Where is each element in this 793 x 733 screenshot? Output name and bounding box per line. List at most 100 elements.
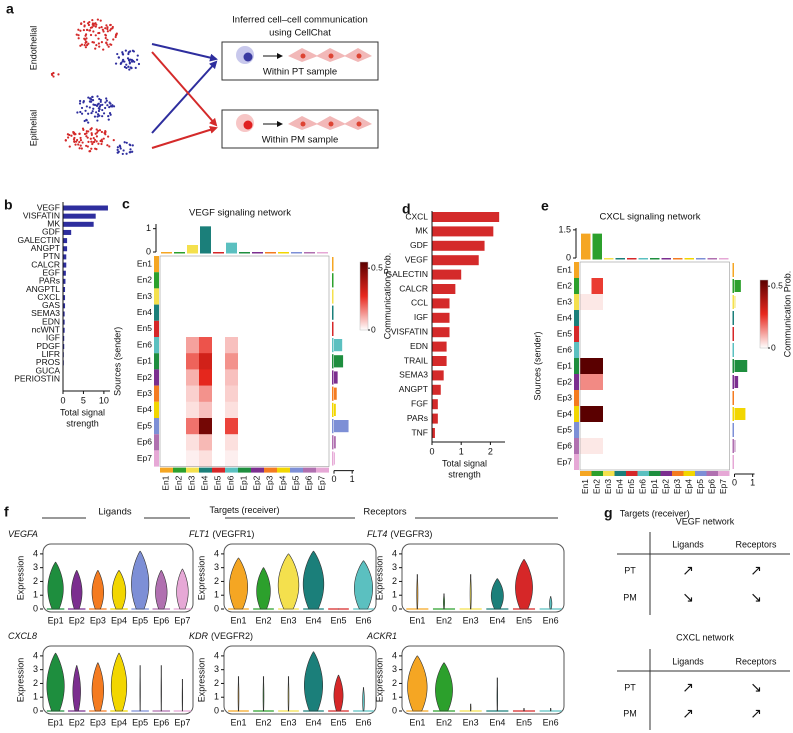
heatmap-cell [186, 304, 200, 322]
col-color-strip [718, 471, 730, 476]
cell-dot [79, 99, 82, 103]
heatmap-cell [160, 288, 174, 305]
cell-dot [123, 60, 126, 63]
category-label: ANGPT [399, 384, 428, 394]
x-tick-label: En4 [489, 615, 505, 625]
cell-dot [123, 141, 126, 144]
heatmap-cell [264, 304, 278, 322]
row-color-strip [574, 342, 579, 358]
right-bar [734, 280, 741, 292]
heatmap-cell [580, 342, 592, 359]
category-label: PERIOSTIN [14, 373, 60, 383]
right-bar [734, 376, 739, 388]
cell-dot [98, 107, 101, 111]
sample-label: Within PT sample [263, 67, 337, 78]
right-bar [334, 339, 343, 352]
heatmap-cell [264, 369, 278, 386]
cell-dot [76, 138, 79, 142]
heatmap-cell [277, 353, 291, 370]
cell-dot [96, 119, 99, 122]
gene-name: ACKR1 [366, 631, 397, 641]
heatmap-cell [603, 310, 615, 327]
heatmap-cell [290, 401, 304, 419]
top-bar [200, 226, 211, 252]
violin [111, 570, 127, 610]
violin [469, 574, 472, 610]
right-color-strip [332, 354, 334, 369]
heatmap-cell [290, 304, 304, 322]
heatmap-cell [637, 294, 650, 311]
cell-dot [119, 147, 122, 150]
cell-dot [81, 141, 84, 144]
cell-dot [90, 98, 93, 101]
plot-frame [223, 645, 377, 715]
heatmap-cell [637, 406, 650, 423]
row-label: Ep7 [137, 453, 152, 463]
heatmap-cell [591, 438, 604, 455]
cell-dot [92, 141, 95, 144]
bar [432, 428, 435, 438]
category-label: GDF [42, 227, 60, 237]
heatmap-cell [603, 406, 615, 423]
top-color-strip [278, 252, 289, 254]
right-color-strip [732, 263, 734, 277]
cell-dot [91, 110, 94, 113]
axis-label: Expression [374, 556, 384, 601]
cell-dot [105, 99, 108, 102]
col-color-strip [238, 467, 251, 473]
col-color-strip [186, 467, 199, 473]
cell-dot [67, 136, 70, 139]
cell-dot [88, 106, 91, 109]
x-tick-label: Ep4 [111, 615, 127, 625]
cell-dot [128, 61, 131, 64]
cell-dot [101, 115, 104, 118]
x-tick-label: En3 [463, 615, 479, 625]
violin [46, 652, 65, 712]
heatmap-cell [277, 272, 291, 289]
heatmap-cell [160, 369, 174, 386]
top-color-strip [604, 258, 614, 260]
category-label: ANGPT [31, 243, 60, 253]
group-label: Ligands [98, 507, 132, 518]
heatmap-cell [649, 358, 661, 375]
heatmap-cell [660, 310, 673, 327]
heatmap-cell [683, 358, 696, 375]
cell-dot [104, 101, 107, 104]
cell-dot [106, 26, 109, 29]
col-color-strip [212, 467, 225, 473]
right-color-strip [332, 370, 334, 385]
heatmap-cell [212, 320, 226, 338]
cell-dot [100, 26, 103, 29]
bar [63, 229, 72, 235]
col-label: En2 [174, 475, 184, 490]
col-color-strip [290, 467, 303, 473]
cell-dot [92, 103, 95, 106]
x-tick-label: En2 [436, 615, 452, 625]
category-label: PDGF [36, 341, 60, 351]
col-label: Ep4 [684, 479, 694, 494]
row-color-strip [154, 320, 159, 337]
col-color-strip [614, 471, 626, 476]
col-label: En3 [187, 475, 197, 490]
cell-dot [106, 38, 109, 41]
heatmap-cell [706, 438, 719, 455]
row-color-strip [574, 422, 579, 438]
group-label: Receptors [363, 507, 407, 518]
right-color-strip [732, 439, 734, 453]
cell-dot [72, 138, 76, 141]
cell-dot [114, 62, 118, 65]
col-label: En5 [213, 475, 223, 490]
violin [523, 707, 525, 712]
cell-dot [101, 108, 104, 112]
cell-dot [108, 101, 111, 104]
right-color-strip [732, 407, 734, 421]
row-label: Ep2 [557, 376, 572, 386]
gene-name: FLT4 [367, 529, 387, 539]
col-color-strip [591, 471, 603, 476]
panel-letter: e [541, 198, 549, 214]
right-bar [334, 420, 349, 433]
heatmap-cell [626, 406, 638, 423]
x-tick-label: 5 [81, 395, 86, 405]
cell-dot [122, 149, 125, 152]
heatmap-cell [316, 304, 330, 322]
